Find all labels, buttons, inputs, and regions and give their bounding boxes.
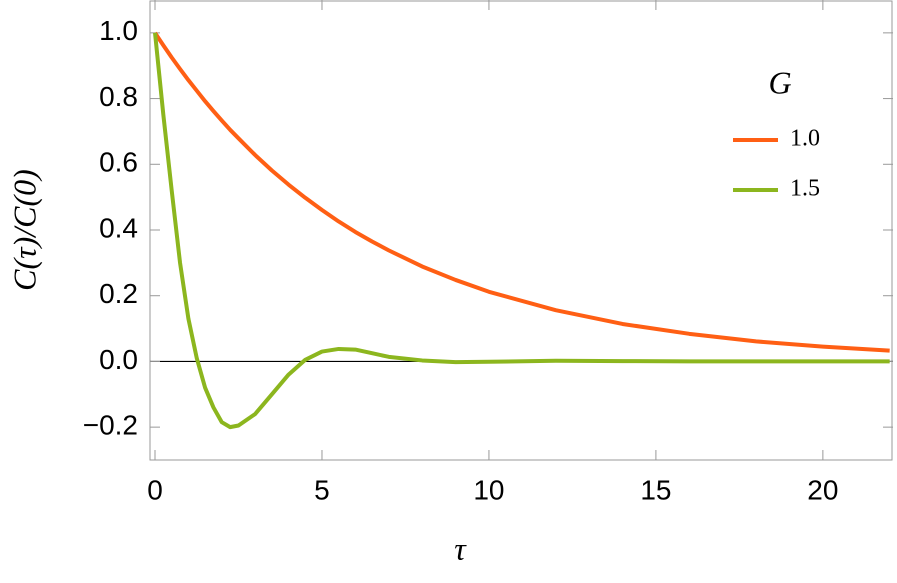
y-tick-label: 0.8 [99,81,138,112]
y-tick-label: −0.2 [83,410,138,441]
y-tick-label: 0.4 [99,212,138,243]
legend-label: 1.5 [790,176,820,202]
x-tick-label: 0 [147,474,163,505]
x-tick-label: 10 [473,474,504,505]
series-line [153,31,890,353]
series-line [153,32,890,430]
y-tick-label: 0.2 [99,278,138,309]
x-axis-label: τ [454,530,467,566]
legend-title: G [768,64,791,100]
x-tick-label: 5 [314,474,330,505]
y-tick-label: 0.0 [99,344,138,375]
x-tick-label: 20 [807,474,838,505]
legend-label: 1.0 [790,126,820,152]
y-tick-label: 0.6 [99,147,138,178]
x-tick-label: 15 [640,474,671,505]
y-axis-label: C(τ)/C(0) [6,169,42,291]
y-tick-label: 1.0 [99,15,138,46]
